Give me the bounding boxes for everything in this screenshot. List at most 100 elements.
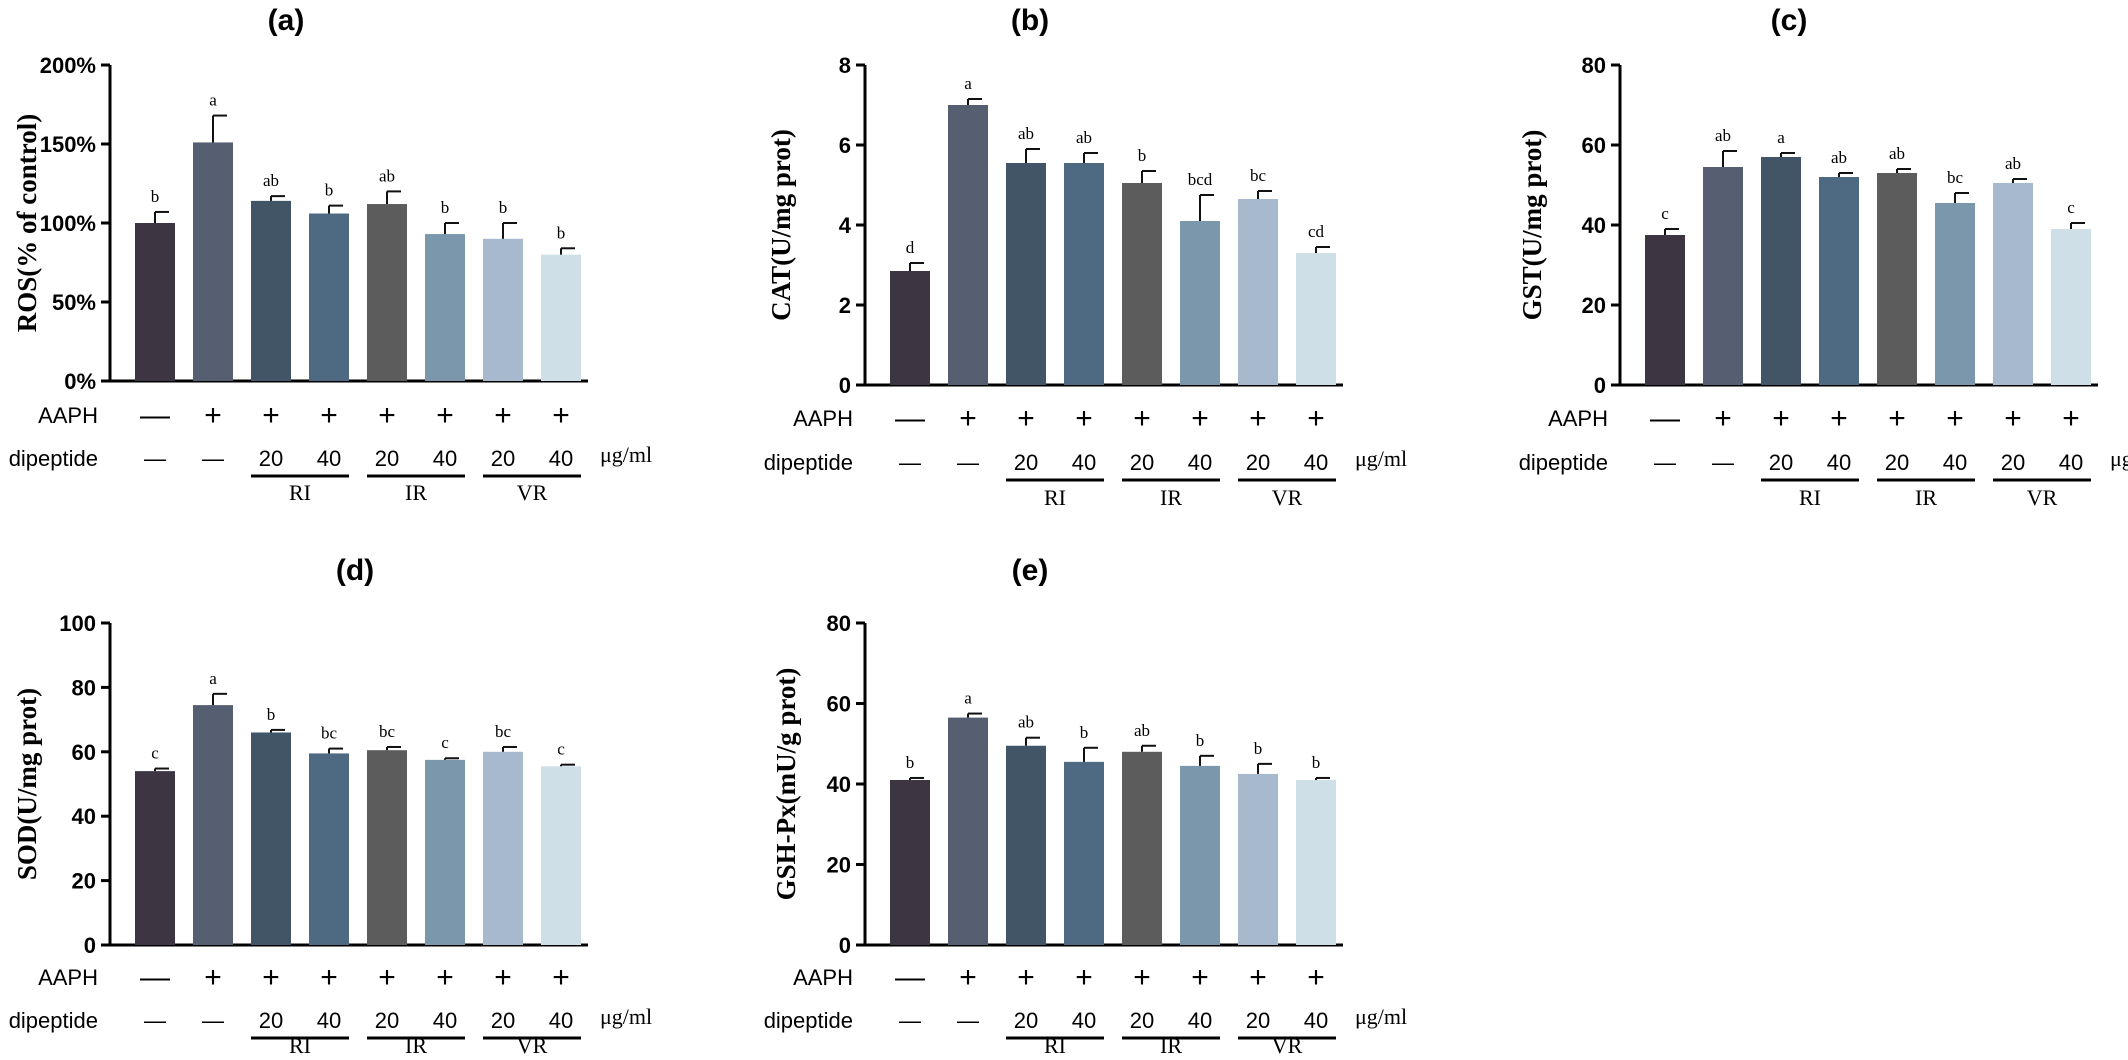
dipeptide-dose: — xyxy=(957,450,979,475)
aaph-row-label: AAPH xyxy=(1548,406,1608,431)
aaph-sign: + xyxy=(1249,402,1267,435)
bar xyxy=(425,234,465,381)
bar xyxy=(541,254,581,381)
aaph-sign: + xyxy=(320,961,338,994)
bar xyxy=(309,753,349,945)
significance-letter: b xyxy=(499,198,508,217)
y-axis-label: SOD(U/mg prot) xyxy=(12,688,42,880)
dipeptide-dose: 20 xyxy=(491,1008,515,1033)
bar xyxy=(135,771,175,945)
y-tick-label: 80 xyxy=(827,611,851,636)
unit-label: μg/ml xyxy=(1355,1004,1407,1029)
significance-letter: ab xyxy=(1889,144,1905,163)
aaph-sign: — xyxy=(140,961,170,994)
dipeptide-dose: 40 xyxy=(2059,450,2083,475)
dipeptide-dose: 20 xyxy=(375,446,399,471)
dipeptide-dose: 40 xyxy=(1304,1008,1328,1033)
dipeptide-dose: 40 xyxy=(1072,1008,1096,1033)
bar xyxy=(541,766,581,945)
dipeptide-dose: 20 xyxy=(2001,450,2025,475)
significance-letter: b xyxy=(1080,723,1089,742)
aaph-sign: + xyxy=(959,402,977,435)
unit-label: μg/ml xyxy=(2110,446,2128,471)
aaph-sign: + xyxy=(1772,402,1790,435)
group-label: RI xyxy=(289,480,311,505)
bar xyxy=(1180,765,1220,945)
aaph-sign: + xyxy=(1307,402,1325,435)
dipeptide-row-label: dipeptide xyxy=(1519,450,1608,475)
bar xyxy=(483,238,523,381)
significance-letter: b xyxy=(1254,739,1263,758)
significance-letter: b xyxy=(1312,753,1321,772)
significance-letter: bc xyxy=(321,724,338,743)
aaph-sign: + xyxy=(436,399,454,432)
aaph-sign: + xyxy=(320,399,338,432)
y-axis-label: ROS(% of control) xyxy=(12,114,42,332)
aaph-sign: — xyxy=(1650,402,1680,435)
dipeptide-dose: 40 xyxy=(317,446,341,471)
significance-letter: b xyxy=(1138,146,1147,165)
y-tick-label: 0% xyxy=(64,369,96,394)
group-label: VR xyxy=(517,480,548,505)
group-label: IR xyxy=(1160,1033,1182,1058)
dipeptide-dose: 40 xyxy=(433,1008,457,1033)
y-tick-label: 20 xyxy=(827,853,851,878)
bar xyxy=(1993,183,2033,385)
bar xyxy=(251,200,291,381)
dipeptide-dose: 20 xyxy=(1885,450,1909,475)
y-tick-label: 6 xyxy=(839,133,851,158)
bar xyxy=(1006,745,1046,945)
y-axis-label: CAT(U/mg prot) xyxy=(766,129,796,321)
bar xyxy=(483,751,523,945)
group-label: VR xyxy=(517,1033,548,1058)
aaph-sign: + xyxy=(1307,961,1325,994)
bar xyxy=(367,204,407,381)
dipeptide-row-label: dipeptide xyxy=(9,1008,98,1033)
panel-title: (b) xyxy=(1011,4,1049,37)
aaph-sign: + xyxy=(204,961,222,994)
panel-title: (a) xyxy=(268,4,305,37)
bar xyxy=(1645,235,1685,385)
aaph-row-label: AAPH xyxy=(793,965,853,990)
aaph-sign: + xyxy=(552,399,570,432)
significance-letter: b xyxy=(441,198,450,217)
aaph-sign: + xyxy=(494,961,512,994)
dipeptide-dose: 40 xyxy=(1827,450,1851,475)
y-tick-label: 40 xyxy=(1582,213,1606,238)
bar xyxy=(1935,203,1975,385)
aaph-sign: + xyxy=(1075,961,1093,994)
bar xyxy=(1296,253,1336,385)
dipeptide-dose: — xyxy=(202,1008,224,1033)
bar xyxy=(135,223,175,381)
significance-letter: bcd xyxy=(1188,170,1213,189)
group-label: VR xyxy=(2027,485,2058,510)
significance-letter: ab xyxy=(379,166,395,185)
aaph-sign: + xyxy=(436,961,454,994)
significance-letter: b xyxy=(1196,731,1205,750)
bar xyxy=(1296,779,1336,945)
aaph-sign: + xyxy=(378,399,396,432)
y-tick-label: 80 xyxy=(1582,53,1606,78)
significance-letter: c xyxy=(557,740,565,759)
dipeptide-dose: 40 xyxy=(549,446,573,471)
dipeptide-dose: — xyxy=(202,446,224,471)
dipeptide-dose: — xyxy=(1712,450,1734,475)
y-tick-label: 2 xyxy=(839,293,851,318)
bar xyxy=(1180,221,1220,385)
significance-letter: a xyxy=(209,669,217,688)
significance-letter: bc xyxy=(495,722,512,741)
significance-letter: b xyxy=(325,181,334,200)
dipeptide-dose: 40 xyxy=(549,1008,573,1033)
dipeptide-dose: — xyxy=(899,1008,921,1033)
significance-letter: ab xyxy=(1018,124,1034,143)
dipeptide-dose: 20 xyxy=(259,1008,283,1033)
y-tick-label: 60 xyxy=(72,740,96,765)
significance-letter: c xyxy=(441,733,449,752)
aaph-sign: + xyxy=(1191,961,1209,994)
aaph-row-label: AAPH xyxy=(38,965,98,990)
dipeptide-dose: — xyxy=(899,450,921,475)
aaph-sign: + xyxy=(204,399,222,432)
bar xyxy=(1122,751,1162,945)
dipeptide-dose: 40 xyxy=(317,1008,341,1033)
y-tick-label: 60 xyxy=(827,692,851,717)
